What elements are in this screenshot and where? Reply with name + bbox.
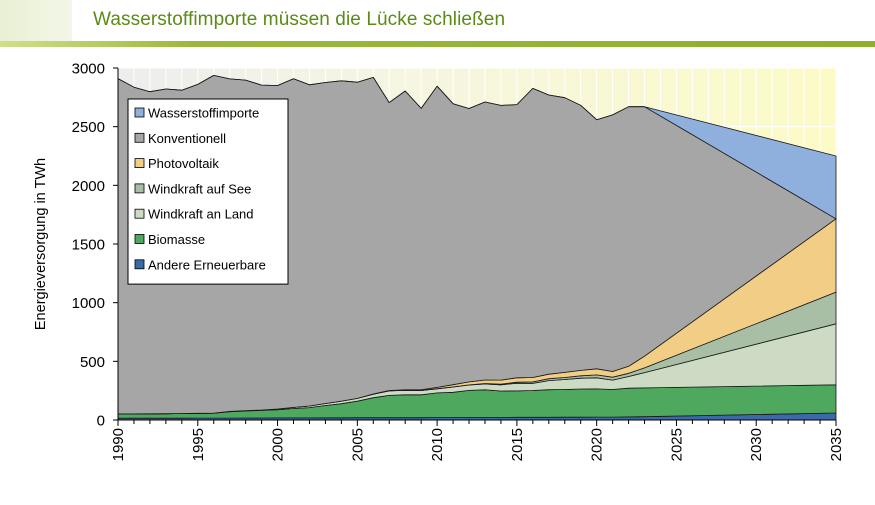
x-tick-label: 1995	[190, 428, 207, 461]
y-tick-label: 1500	[72, 237, 105, 254]
title-accent-block	[0, 0, 72, 41]
legend-label: Windkraft an Land	[148, 207, 254, 222]
y-tick-label: 0	[97, 413, 105, 430]
x-tick-label: 2020	[589, 428, 606, 461]
stacked-area-chart: 0 500 1000 1500 2000 2500 3000 1990 1995 2000 2005…	[33, 61, 845, 462]
legend-label: Windkraft auf See	[148, 181, 251, 196]
x-tick-label: 2015	[509, 428, 526, 461]
area-wasserstoffimporte	[117, 75, 837, 220]
legend-swatch	[134, 132, 145, 143]
legend-swatch	[134, 107, 145, 118]
legend-label: Konventionell	[148, 131, 226, 146]
x-tick-label: 2025	[668, 428, 685, 461]
y-tick-label: 3000	[72, 61, 105, 78]
legend-swatch	[134, 259, 145, 270]
y-tick-label: 2000	[72, 178, 105, 195]
x-tick-label: 1990	[110, 428, 127, 461]
legend: Wasserstoffimporte Konventionell Photovolt…	[127, 98, 289, 285]
legend-swatch	[134, 183, 145, 194]
x-tick-label: 2030	[748, 428, 765, 461]
page-title: Wasserstoffimporte müssen die Lücke schl…	[93, 9, 506, 30]
y-tick-label: 2500	[72, 119, 105, 136]
legend-box	[127, 98, 289, 285]
legend-swatch	[134, 208, 145, 219]
legend-label: Biomasse	[148, 232, 205, 247]
legend-label: Wasserstoffimporte	[148, 106, 259, 121]
x-tick-label: 2010	[429, 428, 446, 461]
y-tick-label: 1000	[72, 295, 105, 312]
title-bar: Wasserstoffimporte müssen die Lücke schl…	[0, 0, 875, 41]
legend-swatch	[134, 234, 145, 244]
y-axis-label: Energieversorgung in TWh	[33, 158, 49, 330]
title-divider	[0, 41, 875, 47]
x-tick-label: 2000	[270, 428, 287, 461]
x-tick-label: 2035	[828, 428, 845, 461]
y-tick-label: 500	[80, 354, 105, 371]
legend-label: Andere Erneuerbare	[148, 257, 266, 272]
legend-label: Photovoltaik	[148, 156, 219, 171]
axes: 0 500 1000 1500 2000 2500 3000 1990 1995 2000 2005…	[72, 61, 845, 462]
legend-swatch	[134, 158, 145, 168]
series-areas	[117, 75, 837, 421]
x-tick-label: 2005	[349, 428, 366, 461]
